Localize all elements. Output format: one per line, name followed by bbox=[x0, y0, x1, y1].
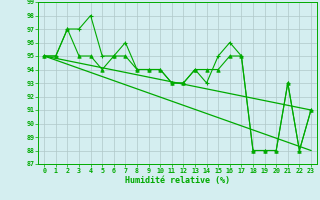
X-axis label: Humidité relative (%): Humidité relative (%) bbox=[125, 176, 230, 185]
